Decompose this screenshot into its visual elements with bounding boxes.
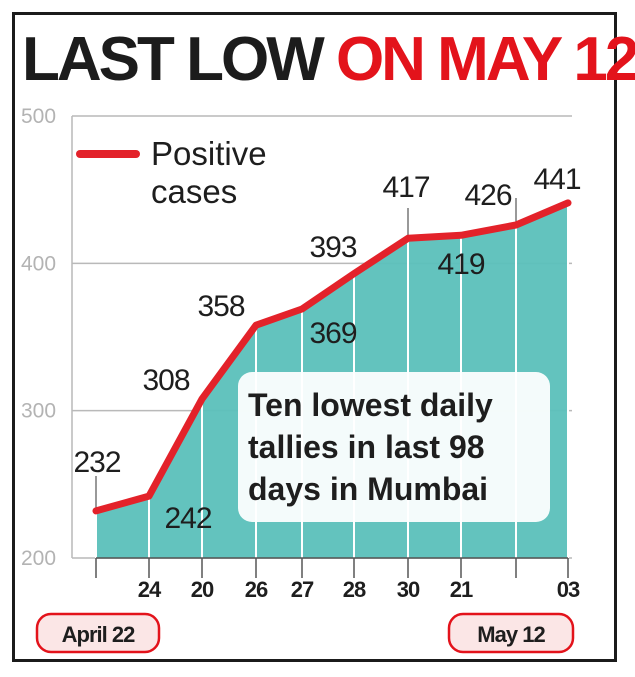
x-tick-label-03: 03 — [557, 577, 580, 602]
annotation-line-3: days in Mumbai — [248, 471, 488, 507]
chart-headline: LAST LOW ON MAY 12 — [22, 28, 635, 92]
end-date-label: May 12 — [477, 622, 545, 647]
data-label-393: 393 — [309, 231, 356, 264]
annotation-line-2: tallies in last 98 — [248, 429, 485, 465]
x-tick-label-21: 21 — [450, 577, 473, 602]
start-date-label: April 22 — [62, 622, 135, 647]
data-label-426: 426 — [464, 179, 511, 212]
x-tick-label-28: 28 — [343, 577, 366, 602]
x-tick-label-20: 20 — [191, 577, 214, 602]
data-label-232: 232 — [73, 446, 120, 479]
series-line-positive-cases — [92, 199, 572, 515]
data-label-242: 242 — [164, 502, 211, 535]
x-tick-label-24: 24 — [138, 577, 162, 602]
x-tick-label-26: 26 — [245, 577, 268, 602]
x-tick-label-27: 27 — [291, 577, 314, 602]
x-tick-label-30: 30 — [397, 577, 420, 602]
end-date-pill — [447, 612, 575, 654]
start-date-pill — [35, 612, 161, 654]
headline-part-1: LAST LOW — [22, 25, 325, 94]
data-label-441: 441 — [533, 163, 580, 196]
data-label-308: 308 — [142, 364, 189, 397]
data-label-369: 369 — [309, 317, 356, 350]
headline-part-2: ON MAY 12 — [335, 25, 635, 94]
legend-label-line-2: cases — [151, 173, 237, 210]
data-label-417: 417 — [382, 171, 429, 204]
data-label-419: 419 — [437, 248, 484, 281]
y-tick-label-500: 500 — [21, 105, 56, 128]
annotation-line-1: Ten lowest daily — [248, 387, 493, 423]
data-label-358: 358 — [197, 290, 244, 323]
annotation-box — [238, 372, 550, 522]
legend-label-line-1: Positive — [151, 135, 267, 172]
y-tick-label-200: 200 — [21, 547, 56, 570]
y-tick-label-300: 300 — [21, 400, 56, 423]
y-tick-label-400: 400 — [21, 252, 56, 275]
